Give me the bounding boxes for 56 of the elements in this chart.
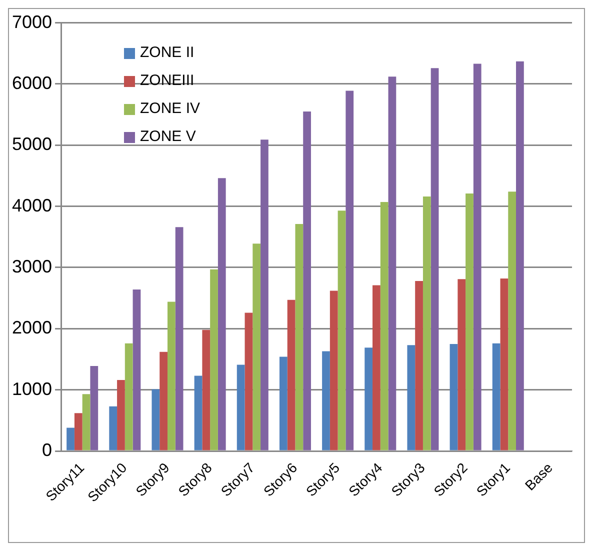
bar xyxy=(260,140,268,450)
bar xyxy=(364,348,373,450)
bar xyxy=(66,428,74,450)
bar xyxy=(492,343,500,450)
y-tick-label: 1000 xyxy=(12,378,52,399)
bar xyxy=(415,280,423,450)
bar xyxy=(330,290,338,450)
bar xyxy=(210,269,218,450)
bar xyxy=(82,394,90,450)
bar xyxy=(167,302,176,450)
bar xyxy=(466,193,474,450)
legend-label: ZONE IV xyxy=(140,99,200,119)
bar xyxy=(338,210,346,450)
bar xyxy=(74,413,82,450)
bar xyxy=(430,68,439,450)
y-tick-label: 5000 xyxy=(12,134,52,154)
bar xyxy=(303,112,311,450)
bar xyxy=(516,61,524,450)
bar xyxy=(422,196,431,450)
bar xyxy=(218,178,226,450)
legend-label: ZONEIII xyxy=(140,71,194,91)
bar xyxy=(160,352,168,450)
y-tick-label: 0 xyxy=(42,440,52,460)
bar xyxy=(500,278,508,450)
bar xyxy=(458,279,466,450)
bar xyxy=(407,345,416,450)
bar xyxy=(295,224,304,450)
bar xyxy=(450,344,458,450)
bar xyxy=(236,364,245,450)
bar xyxy=(372,285,380,450)
y-tick-label: 6000 xyxy=(12,72,52,93)
y-tick-label: 2000 xyxy=(12,318,52,338)
legend-label: ZONE II xyxy=(140,43,194,63)
bar xyxy=(194,376,202,450)
bar xyxy=(90,366,98,450)
bar xyxy=(473,64,482,450)
bar xyxy=(202,330,210,450)
y-tick-label: 3000 xyxy=(12,256,52,276)
bar xyxy=(287,300,296,450)
legend-label: ZONE V xyxy=(140,127,196,147)
bar xyxy=(346,90,354,450)
bar xyxy=(132,290,141,450)
bar xyxy=(322,351,330,450)
bar xyxy=(380,202,388,450)
bar xyxy=(124,343,133,450)
y-tick-label: 7000 xyxy=(12,12,52,32)
bar xyxy=(244,312,253,450)
bar xyxy=(117,380,125,450)
bar xyxy=(279,356,288,450)
bar xyxy=(109,406,118,450)
bar xyxy=(252,244,261,450)
bar xyxy=(508,192,516,450)
bar xyxy=(388,76,396,450)
y-tick-label: 4000 xyxy=(12,195,52,216)
bar xyxy=(152,389,160,450)
bar xyxy=(175,227,184,450)
